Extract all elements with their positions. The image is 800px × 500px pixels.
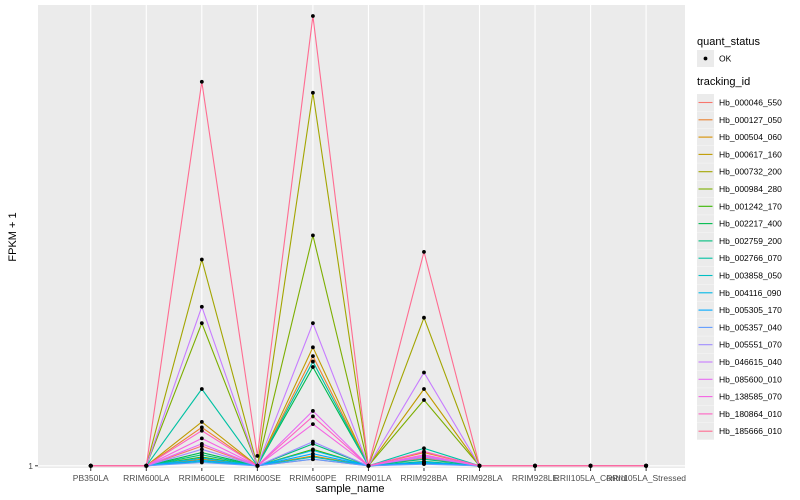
data-point [477, 463, 482, 468]
legend-entry-label: Hb_138585_070 [719, 392, 782, 402]
x-tick-label: RRII105LA_Stressed [606, 473, 686, 483]
plot-panel [38, 5, 685, 468]
data-point [422, 370, 426, 375]
legend-entry-label: Hb_000617_160 [719, 149, 782, 159]
data-point [199, 436, 204, 441]
data-point [422, 387, 426, 391]
data-point [311, 448, 315, 453]
data-point [422, 446, 426, 451]
legend-entry-label: Hb_002217_400 [719, 219, 782, 229]
data-point [311, 321, 315, 326]
data-point [311, 359, 315, 364]
legend-entry-label: Hb_000504_060 [719, 132, 782, 142]
data-point [422, 452, 426, 457]
legend-entry-label: Hb_004116_090 [719, 288, 782, 298]
legend-entry-label: Hb_000127_050 [719, 115, 782, 125]
legend-entry-label: Hb_002759_200 [719, 236, 782, 246]
x-axis: PB350LA RRIM600LA RRIM600LE RRIM600SE RRIM60… [73, 468, 686, 483]
data-point [366, 463, 371, 468]
x-tick-label: PB350LA [73, 473, 109, 483]
legend-entry-label: Hb_005551_070 [719, 340, 782, 350]
x-tick-label: RRIM600SE [234, 473, 282, 483]
data-point [588, 463, 593, 468]
data-point [311, 414, 315, 419]
panel-background [38, 5, 685, 468]
data-point [255, 463, 260, 468]
y-tick-label: 1 [28, 461, 33, 471]
data-point [533, 463, 537, 468]
legend-entry-label: Hb_185666_010 [719, 426, 782, 436]
x-tick-label: RRIM928BA [400, 473, 448, 483]
legend: quant_status OK tracking_id Hb_000046_550 Hb… [697, 36, 782, 440]
legend-title-tracking-id: tracking_id [697, 76, 750, 88]
legend-entry-label: Hb_002766_070 [719, 253, 782, 263]
legend-entry-label: Hb_005357_040 [719, 322, 782, 332]
x-axis-title: sample_name [315, 483, 384, 495]
data-point [199, 460, 204, 465]
data-point [199, 257, 204, 262]
legend-entry-label: Hb_046615_040 [719, 357, 782, 367]
legend-title-quant-status: quant_status [697, 36, 760, 48]
x-tick-label: RRIM600LE [179, 473, 226, 483]
data-point [199, 420, 204, 424]
data-point [311, 457, 315, 462]
data-point [199, 387, 204, 391]
data-point [422, 249, 426, 254]
data-point [88, 463, 93, 468]
x-tick-label: RRII105LA_Control [554, 473, 628, 483]
data-point [199, 425, 204, 430]
data-point [422, 398, 426, 402]
legend-entry-label: Hb_005305_170 [719, 305, 782, 315]
legend-entry-label: Hb_000046_550 [719, 98, 782, 108]
data-point [311, 345, 315, 350]
legend-entry-label: Hb_000732_200 [719, 167, 782, 177]
data-point [422, 462, 426, 467]
x-tick-label: RRIM928LA [456, 473, 503, 483]
data-point [144, 463, 149, 468]
legend-entry-label: Hb_180864_010 [719, 409, 782, 419]
legend-point-key [703, 56, 708, 61]
data-point [311, 439, 315, 444]
data-point [644, 463, 649, 468]
data-point [311, 354, 315, 358]
data-point [255, 454, 260, 458]
legend-entry-label: Hb_001242_170 [719, 201, 782, 211]
data-point [311, 90, 315, 95]
data-point [311, 422, 315, 427]
data-point [311, 365, 315, 369]
x-tick-label: RRIM901LA [345, 473, 392, 483]
data-points [88, 14, 649, 468]
legend-entry-label: Hb_000984_280 [719, 184, 782, 194]
x-tick-label: RRIM928LE [512, 473, 559, 483]
data-point [422, 449, 426, 454]
x-tick-label: RRIM600LA [123, 473, 170, 483]
data-point [311, 451, 315, 456]
y-axis-title: FPKM + 1 [7, 212, 19, 261]
data-point [311, 14, 315, 18]
legend-entry-label: Hb_085600_010 [719, 374, 782, 384]
y-axis: 1 [28, 461, 38, 471]
data-point [199, 304, 204, 309]
legend-entry-label: OK [719, 54, 732, 64]
data-point [199, 447, 204, 452]
data-point [199, 441, 204, 446]
data-point [199, 428, 204, 433]
data-point [311, 233, 315, 238]
data-point [422, 315, 426, 320]
legend-entry-label: Hb_003858_050 [719, 271, 782, 281]
x-tick-label: RRIM600PE [289, 473, 337, 483]
data-point [199, 321, 204, 326]
data-point [311, 409, 315, 413]
data-point [199, 79, 204, 84]
data-point [199, 452, 204, 457]
